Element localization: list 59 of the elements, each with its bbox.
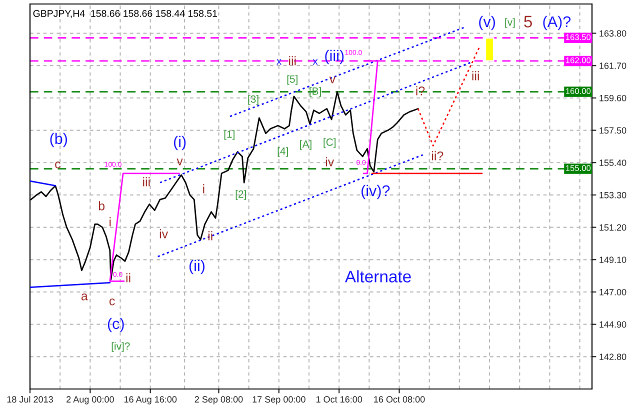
ref-line-label: 155.00 — [566, 165, 591, 172]
x-tick-label: 18 Jul 2013 — [7, 396, 53, 403]
annotation: Alternate — [344, 270, 411, 282]
annotation: v — [176, 158, 183, 166]
annotation: ii — [126, 273, 130, 282]
annotation: [A] — [300, 140, 312, 150]
y-tick-label: 144.90 — [600, 321, 626, 328]
annotation: [5] — [287, 75, 298, 85]
x-tick-label: 16 Oct 08:00 — [374, 396, 425, 403]
ref-line-label: 163.50 — [566, 34, 591, 40]
annotation: i — [110, 217, 111, 226]
ref-line-label: 160.00 — [566, 88, 591, 94]
annotation: (A)? — [543, 16, 571, 30]
annotation: [C] — [324, 138, 336, 148]
annotation: [iv]? — [112, 342, 130, 352]
annotation: c — [55, 162, 60, 168]
annotation: v — [329, 76, 336, 84]
y-tick-label: 163.80 — [600, 30, 626, 37]
annotation: 5 — [524, 16, 532, 28]
annotation: iv — [160, 229, 168, 238]
x-tick-label: 16 Aug 16:00 — [124, 396, 177, 404]
text: GBPJPY,H4 158.66 158.66 158.44 158.51 — [33, 10, 218, 18]
annotation: x — [276, 59, 282, 65]
annotation: (iv)? — [362, 184, 390, 200]
annotation: [v] — [505, 18, 515, 28]
y-tick-label: 159.60 — [600, 94, 626, 102]
x-tick-label: 1 Oct 16:00 — [316, 396, 362, 403]
annotation: (i) — [174, 136, 186, 150]
annotation: iii — [289, 56, 296, 66]
annotation: i — [203, 184, 204, 194]
y-tick-label: 157.50 — [600, 127, 626, 134]
y-tick-label: 151.20 — [600, 224, 626, 231]
annotation: (ii) — [189, 260, 205, 274]
annotation: iii — [143, 177, 150, 186]
annotation: ii? — [432, 151, 444, 160]
y-tick-label: 149.10 — [600, 256, 626, 263]
y-tick-label: 161.70 — [600, 62, 626, 69]
annotation: (b) — [50, 132, 68, 148]
annotation: [4] — [278, 147, 288, 157]
annotation: [3] — [248, 95, 258, 105]
annotation: b — [98, 201, 105, 210]
y-tick-label: 155.40 — [600, 160, 626, 166]
annotation: [2] — [236, 190, 246, 200]
y-tick-label: 147.00 — [600, 288, 626, 296]
annotation: a — [81, 294, 88, 300]
y-tick-label: 142.80 — [600, 354, 626, 360]
annotation: c — [109, 298, 115, 306]
annotation: iii — [472, 71, 479, 80]
annotation: [B] — [310, 87, 321, 97]
annotation: [1] — [224, 130, 234, 140]
x-tick-label: 2 Aug 00:00 — [66, 396, 114, 404]
annotation: (v) — [479, 16, 495, 30]
y-tick-label: 153.30 — [600, 192, 626, 198]
annotation: ii — [208, 231, 212, 240]
x-tick-label: 2 Sep 08:00 — [194, 396, 243, 404]
annotation: (c) — [108, 318, 124, 332]
x-tick-label: 17 Sep 00:00 — [252, 396, 306, 404]
ref-line-label: 162.00 — [566, 57, 591, 64]
annotation: iv — [326, 157, 334, 166]
